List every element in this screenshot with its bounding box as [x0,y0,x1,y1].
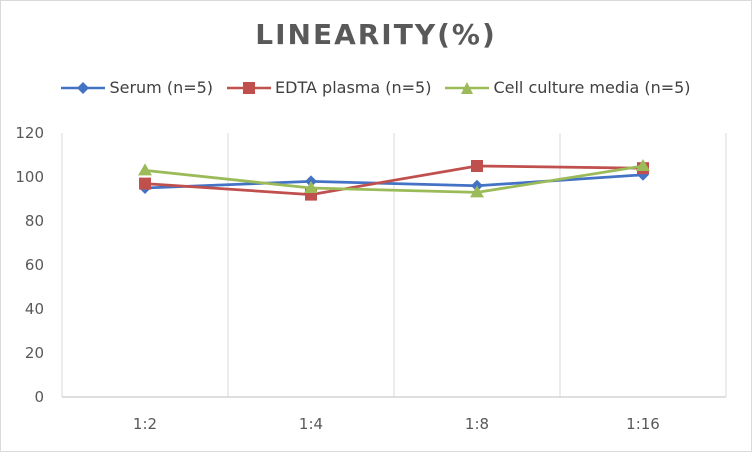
x-tick-label: 1:4 [299,415,323,433]
y-tick-label: 60 [25,256,44,274]
series-line-cell-culture-media [144,164,644,194]
series-line-edta-plasma [144,164,644,196]
data-point-cell-culture-media [304,181,318,193]
legend-label-cell-culture-media: Cell culture media (n=5) [493,78,691,97]
x-tick-label: 1:2 [133,415,157,433]
legend-item-edta-plasma: EDTA plasma (n=5) [227,78,431,97]
y-tick-label: 40 [25,300,44,318]
chart-legend: Serum (n=5) EDTA plasma (n=5) Cell cultu… [0,78,752,97]
y-tick-label: 120 [15,124,44,142]
legend-swatch-cell-culture-media [445,81,490,94]
x-tick-label: 1:8 [465,415,489,433]
legend-swatch-edta-plasma [227,81,272,94]
data-point-edta-plasma [139,177,151,190]
data-point-cell-culture-media [138,163,152,176]
legend-swatch-serum [61,81,106,94]
legend-label-edta-plasma: EDTA plasma (n=5) [275,78,432,97]
y-tick-label: 100 [15,168,44,186]
data-point-cell-culture-media [636,159,650,171]
legend-item-cell-culture-media: Cell culture media (n=5) [445,78,691,97]
y-tick-label: 20 [25,344,44,362]
x-tick-label: 1:16 [626,415,660,433]
data-point-cell-culture-media [470,185,484,198]
y-tick-label: 0 [34,388,44,406]
data-point-edta-plasma [471,160,483,172]
y-tick-label: 80 [25,212,44,230]
chart-title: LINEARITY(%) [255,18,497,51]
legend-label-serum: Serum (n=5) [109,78,214,97]
legend-item-serum: Serum (n=5) [61,78,213,97]
